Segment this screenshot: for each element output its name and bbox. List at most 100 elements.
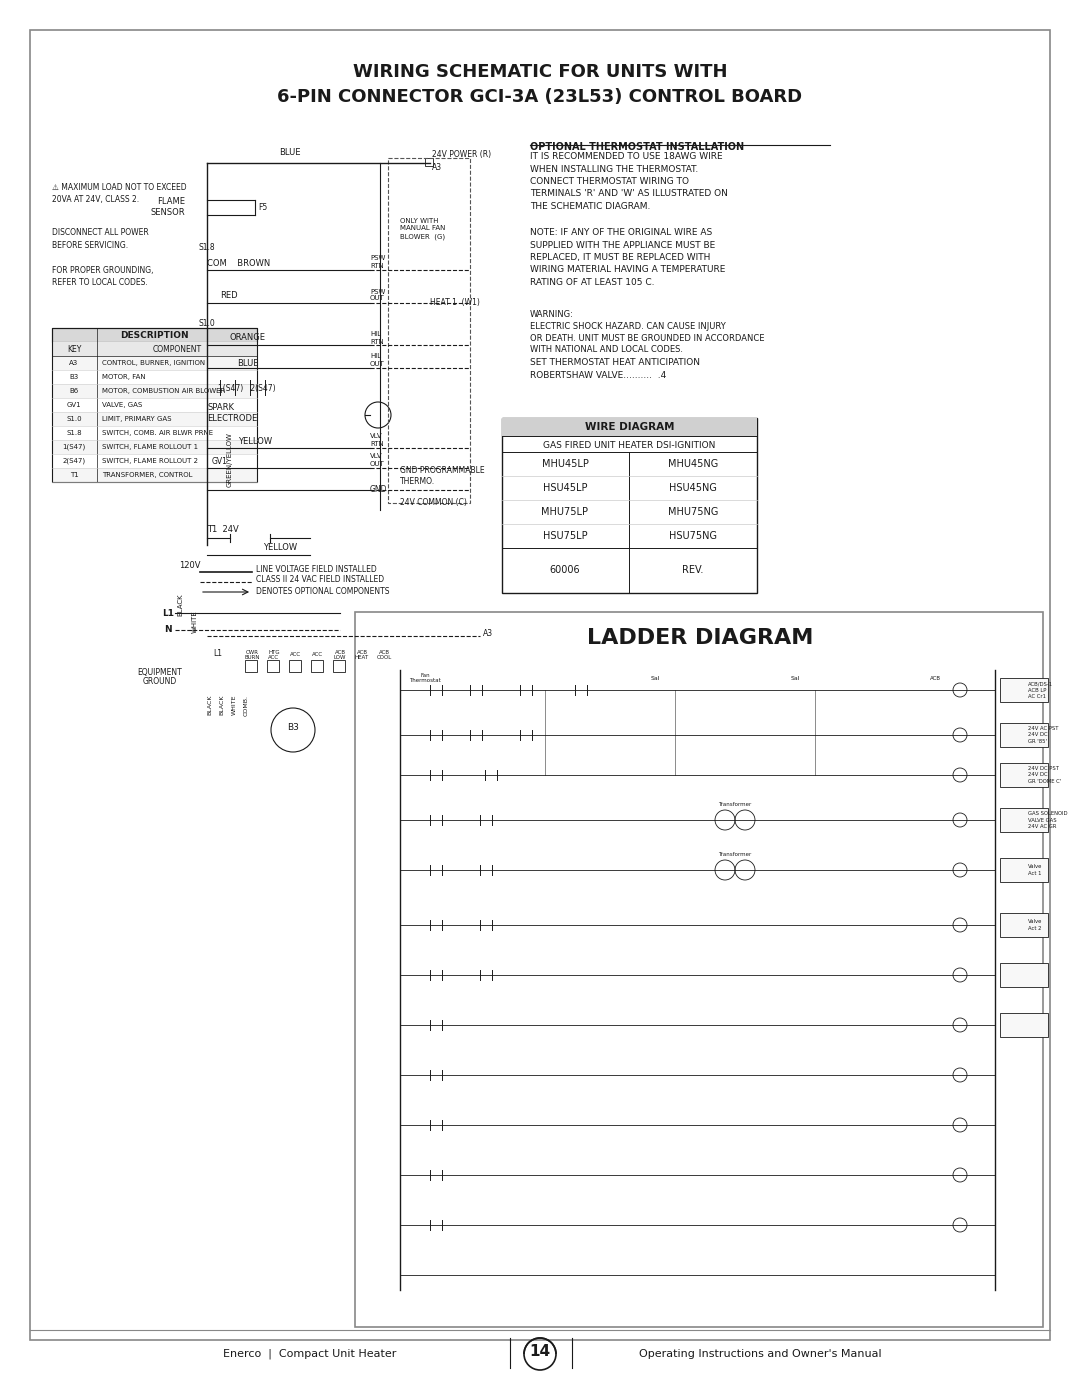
Text: TRANSFORMER, CONTROL: TRANSFORMER, CONTROL (102, 472, 192, 478)
Text: LINE VOLTAGE FIELD INSTALLED: LINE VOLTAGE FIELD INSTALLED (256, 566, 377, 574)
Text: 2(S47): 2(S47) (63, 458, 85, 464)
Text: S1.8: S1.8 (66, 430, 82, 436)
Text: GAS SOLENOID
VALVE GAS
24V AC GR: GAS SOLENOID VALVE GAS 24V AC GR (1028, 812, 1067, 828)
Text: A3: A3 (69, 360, 79, 366)
Text: BLACK: BLACK (177, 594, 183, 616)
Text: T1  24V: T1 24V (207, 525, 239, 535)
Text: SET THERMOSTAT HEAT ANTICIPATION
ROBERTSHAW VALVE..........  .4: SET THERMOSTAT HEAT ANTICIPATION ROBERTS… (530, 358, 700, 380)
Text: ORANGE: ORANGE (230, 334, 266, 342)
Text: L1: L1 (162, 609, 174, 617)
Text: BLUE: BLUE (238, 359, 259, 367)
Text: BLACK: BLACK (207, 694, 213, 715)
Text: YELLOW: YELLOW (238, 437, 272, 447)
Text: HSU75LP: HSU75LP (542, 531, 588, 541)
Text: LADDER DIAGRAM: LADDER DIAGRAM (586, 629, 813, 648)
Bar (52, 440, 257, 454)
Text: A3: A3 (483, 629, 494, 637)
Text: Operating Instructions and Owner's Manual: Operating Instructions and Owner's Manua… (638, 1350, 881, 1359)
Text: 6-PIN CONNECTOR GCI-3A (23L53) CONTROL BOARD: 6-PIN CONNECTOR GCI-3A (23L53) CONTROL B… (278, 88, 802, 106)
Text: SWITCH, COMB. AIR BLWR PRNE: SWITCH, COMB. AIR BLWR PRNE (102, 430, 213, 436)
Text: 14: 14 (529, 1344, 551, 1359)
Text: 24V COMMON (C): 24V COMMON (C) (400, 497, 467, 507)
Text: EQUIPMENT: EQUIPMENT (137, 668, 183, 676)
Text: 24V DC PST
24V DC
GR 'DOME C': 24V DC PST 24V DC GR 'DOME C' (1028, 767, 1062, 784)
Text: DESCRIPTION: DESCRIPTION (120, 331, 189, 339)
Text: 1(S47)   2(S47): 1(S47) 2(S47) (218, 384, 275, 393)
Text: GND PROGRAMMABLE
THERMO.: GND PROGRAMMABLE THERMO. (400, 467, 485, 486)
Text: ONLY WITH
MANUAL FAN
BLOWER  (G): ONLY WITH MANUAL FAN BLOWER (G) (400, 218, 445, 239)
Text: Sal: Sal (791, 676, 800, 680)
Bar (267, 659, 279, 672)
Text: DENOTES OPTIONAL COMPONENTS: DENOTES OPTIONAL COMPONENTS (256, 587, 390, 595)
Text: 24V AC PST
24V DC
GR '85': 24V AC PST 24V DC GR '85' (1028, 726, 1058, 743)
Text: HIL
OUT: HIL OUT (370, 353, 384, 366)
Text: Sal: Sal (650, 676, 660, 680)
Bar (388, 158, 470, 503)
Text: N: N (164, 626, 172, 634)
Bar (1000, 1013, 1048, 1037)
Text: WIRING SCHEMATIC FOR UNITS WITH: WIRING SCHEMATIC FOR UNITS WITH (353, 63, 727, 81)
Text: Valve
Act 1: Valve Act 1 (1028, 865, 1042, 876)
Bar (333, 659, 345, 672)
Bar (355, 612, 1043, 1327)
Bar (502, 418, 757, 436)
Text: GV1: GV1 (212, 457, 228, 467)
Bar (355, 659, 367, 672)
Text: HEAT 1  (W1): HEAT 1 (W1) (430, 299, 480, 307)
Text: HSU45NG: HSU45NG (670, 483, 717, 493)
Text: B3: B3 (287, 724, 299, 732)
Text: 24V POWER (R): 24V POWER (R) (432, 151, 491, 159)
Text: PSW
OUT: PSW OUT (370, 289, 386, 302)
Text: IT IS RECOMMENDED TO USE 18AWG WIRE
WHEN INSTALLING THE THERMOSTAT.
CONNECT THER: IT IS RECOMMENDED TO USE 18AWG WIRE WHEN… (530, 152, 728, 211)
Text: PSW
RTN: PSW RTN (370, 256, 386, 268)
Bar (52, 370, 257, 384)
Text: S1.8: S1.8 (199, 243, 215, 253)
Text: GAS FIRED UNIT HEATER DSI-IGNITION: GAS FIRED UNIT HEATER DSI-IGNITION (543, 440, 716, 450)
Text: YELLOW: YELLOW (262, 543, 297, 552)
Text: SWITCH, FLAME ROLLOUT 2: SWITCH, FLAME ROLLOUT 2 (102, 458, 198, 464)
Text: LIMIT, PRIMARY GAS: LIMIT, PRIMARY GAS (102, 416, 172, 422)
Text: WIRE DIAGRAM: WIRE DIAGRAM (584, 422, 674, 432)
Text: Fan
Thermostat: Fan Thermostat (409, 672, 441, 683)
Text: BLACK: BLACK (219, 694, 225, 715)
Bar (502, 418, 757, 592)
Text: ACB
COOL: ACB COOL (376, 650, 392, 661)
Text: OPTIONAL THERMOSTAT INSTALLATION: OPTIONAL THERMOSTAT INSTALLATION (530, 142, 744, 152)
Text: NOTE: IF ANY OF THE ORIGINAL WIRE AS
SUPPLIED WITH THE APPLIANCE MUST BE
REPLACE: NOTE: IF ANY OF THE ORIGINAL WIRE AS SUP… (530, 228, 726, 286)
Text: HIL
RTN: HIL RTN (370, 331, 383, 345)
Text: WHITE: WHITE (231, 694, 237, 715)
Text: REV.: REV. (683, 564, 704, 576)
Bar (1000, 914, 1048, 937)
Bar (426, 158, 433, 166)
Bar (1000, 858, 1048, 882)
Bar (377, 659, 389, 672)
Text: MHU75LP: MHU75LP (541, 507, 589, 517)
Text: B6: B6 (69, 388, 79, 394)
Text: ACC: ACC (312, 652, 324, 658)
Text: Valve
Act 2: Valve Act 2 (1028, 919, 1042, 930)
Text: CONTROL, BURNER, IGNITION: CONTROL, BURNER, IGNITION (102, 360, 205, 366)
Bar (1000, 963, 1048, 988)
Text: COMB.: COMB. (243, 694, 248, 715)
Text: ACB: ACB (930, 676, 941, 680)
Bar (1000, 678, 1048, 703)
Text: CLASS II 24 VAC FIELD INSTALLED: CLASS II 24 VAC FIELD INSTALLED (256, 576, 384, 584)
Text: ACC: ACC (291, 652, 301, 658)
Text: COMPONENT: COMPONENT (152, 345, 202, 353)
Bar (52, 384, 257, 398)
Bar (52, 426, 257, 440)
Text: 1(S47): 1(S47) (63, 444, 85, 450)
Text: L1: L1 (214, 648, 222, 658)
Text: Transformer: Transformer (718, 802, 752, 807)
Text: KEY: KEY (67, 345, 81, 353)
Text: SPARK
ELECTRODE: SPARK ELECTRODE (207, 404, 257, 423)
Text: ACB/DS-1
ACB LP
AC Cr1: ACB/DS-1 ACB LP AC Cr1 (1028, 682, 1053, 698)
Text: A3: A3 (432, 163, 442, 172)
Text: HTG
ACC: HTG ACC (268, 650, 280, 661)
Text: VLV
OUT: VLV OUT (370, 454, 384, 467)
Text: S1.0: S1.0 (66, 416, 82, 422)
Text: 60006: 60006 (550, 564, 580, 576)
Text: SWITCH, FLAME ROLLOUT 1: SWITCH, FLAME ROLLOUT 1 (102, 444, 198, 450)
Text: T1: T1 (69, 472, 79, 478)
Text: MOTOR, FAN: MOTOR, FAN (102, 374, 146, 380)
